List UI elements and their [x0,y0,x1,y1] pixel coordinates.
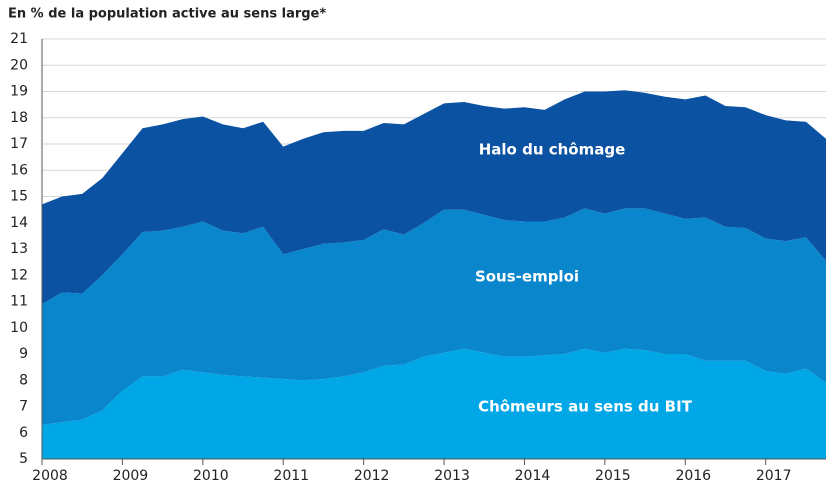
area-label: Sous-emploi [475,268,579,286]
x-tick-label: 2014 [515,468,551,484]
y-tick-label: 7 [19,399,28,415]
y-tick-label: 8 [19,372,28,388]
y-tick-label: 16 [10,162,28,178]
y-tick-label: 9 [19,346,28,362]
y-tick-label: 15 [10,189,28,205]
y-tick-label: 5 [19,451,28,467]
x-tick-label: 2010 [193,468,229,484]
y-tick-label: 10 [10,320,28,336]
x-tick-label: 2013 [434,468,470,484]
x-tick-label: 2016 [675,468,711,484]
y-tick-label: 13 [10,241,28,257]
x-tick-label: 2017 [756,468,792,484]
y-tick-label: 14 [10,215,28,231]
area-label: Chômeurs au sens du BIT [478,398,693,416]
area-label: Halo du chômage [479,141,626,159]
y-tick-label: 17 [10,136,28,152]
area [42,208,826,425]
chart-title: En % de la population active au sens lar… [8,7,326,22]
x-tick-label: 2011 [273,468,309,484]
y-tick-label: 19 [10,84,28,100]
y-tick-label: 21 [10,31,28,47]
y-tick-label: 18 [10,110,28,126]
area [42,348,826,459]
x-tick-label: 2008 [32,468,68,484]
y-tick-label: 11 [10,294,28,310]
y-tick-label: 12 [10,267,28,283]
x-tick-label: 2012 [354,468,390,484]
y-tick-label: 6 [19,425,28,441]
area [42,90,826,305]
x-tick-label: 2009 [113,468,149,484]
y-tick-label: 20 [10,57,28,73]
x-tick-label: 2015 [595,468,631,484]
